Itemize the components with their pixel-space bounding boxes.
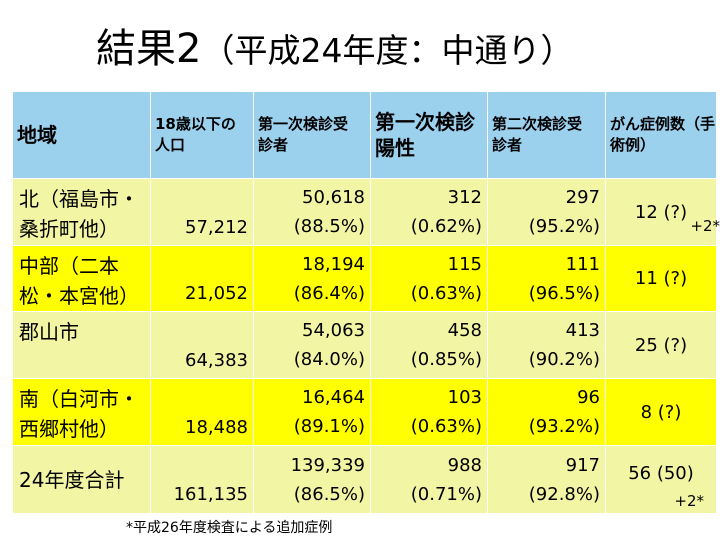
population-cell: 18,488 xyxy=(150,378,254,446)
results-table: 地域 18歳以下の人口 第一次検診受診者 第一次検診陽性 第二次検診受診者 がん… xyxy=(12,91,720,514)
positive-cell: 103 (0.63%) xyxy=(370,378,488,446)
footnote: *平成26年度検査による追加症例 xyxy=(126,520,333,536)
header-cancer-cases: がん症例数（手術例） xyxy=(605,91,717,179)
region-cell: 郡山市 xyxy=(12,311,151,379)
region-cell: 中部（二本 松・本宮他） xyxy=(12,245,151,312)
positive-cell: 988 (0.71%) xyxy=(370,445,488,514)
header-first-positive: 第一次検診陽性 xyxy=(370,91,488,179)
region-cell: 北（福島市・ 桑折町他） xyxy=(12,178,151,246)
cancer-cases-cell: 56 (50) +2* xyxy=(605,445,717,514)
second-exam-cell: 297 (95.2%) xyxy=(487,178,606,246)
cancer-cases-cell: 25 (?) xyxy=(605,311,717,379)
first-exam-cell: 50,618 (88.5%) xyxy=(253,178,371,246)
first-exam-cell: 54,063 (84.0%) xyxy=(253,311,371,379)
header-region: 地域 xyxy=(12,91,151,179)
cancer-cases-cell: 8 (?) xyxy=(605,378,717,446)
region-cell: 24年度合計 xyxy=(12,445,151,514)
positive-cell: 458 (0.85%) xyxy=(370,311,488,379)
first-exam-cell: 18,194 (86.4%) xyxy=(253,245,371,312)
cancer-cases-cell: 12 (?) +2* xyxy=(605,178,720,246)
first-exam-cell: 139,339 (86.5%) xyxy=(253,445,371,514)
population-cell: 64,383 xyxy=(150,311,254,379)
table-row: 南（白河市・ 西郷村他） 18,488 16,464 (89.1%) 103 (0.6… xyxy=(12,378,717,446)
additional-cases-note: +2* xyxy=(674,492,704,510)
table-row: 北（福島市・ 桑折町他） 57,212 50,618 (88.5%) 312 (0.6… xyxy=(12,178,720,246)
cancer-cases-cell: 11 (?) xyxy=(605,245,717,312)
header-population: 18歳以下の人口 xyxy=(150,91,254,179)
region-cell: 南（白河市・ 西郷村他） xyxy=(12,378,151,446)
second-exam-cell: 917 (92.8%) xyxy=(487,445,606,514)
slide-title: 結果2（平成24年度：中通り） xyxy=(96,24,573,76)
slide-title-sub: （平成24年度：中通り） xyxy=(201,31,574,70)
population-cell: 21,052 xyxy=(150,245,254,312)
population-cell: 161,135 xyxy=(150,445,254,514)
header-second-exam: 第二次検診受診者 xyxy=(487,91,606,179)
positive-cell: 312 (0.62%) xyxy=(370,178,488,246)
table-row-total: 24年度合計 161,135 139,339 (86.5%) 988 (0.71%)… xyxy=(12,445,717,514)
population-cell: 57,212 xyxy=(150,178,254,246)
table-header-row: 地域 18歳以下の人口 第一次検診受診者 第一次検診陽性 第二次検診受診者 がん… xyxy=(12,91,717,179)
slide-title-main: 結果2 xyxy=(96,26,202,72)
positive-cell: 115 (0.63%) xyxy=(370,245,488,312)
second-exam-cell: 111 (96.5%) xyxy=(487,245,606,312)
second-exam-cell: 96 (93.2%) xyxy=(487,378,606,446)
first-exam-cell: 16,464 (89.1%) xyxy=(253,378,371,446)
additional-cases-note: +2* xyxy=(690,217,720,235)
header-first-exam: 第一次検診受診者 xyxy=(253,91,371,179)
table-row: 郡山市 64,383 54,063 (84.0%) 458 (0.85%) 413(… xyxy=(12,311,717,379)
table-row: 中部（二本 松・本宮他） 21,052 18,194 (86.4%) 115 (0.6… xyxy=(12,245,717,312)
second-exam-cell: 413 (90.2%) xyxy=(487,311,606,379)
